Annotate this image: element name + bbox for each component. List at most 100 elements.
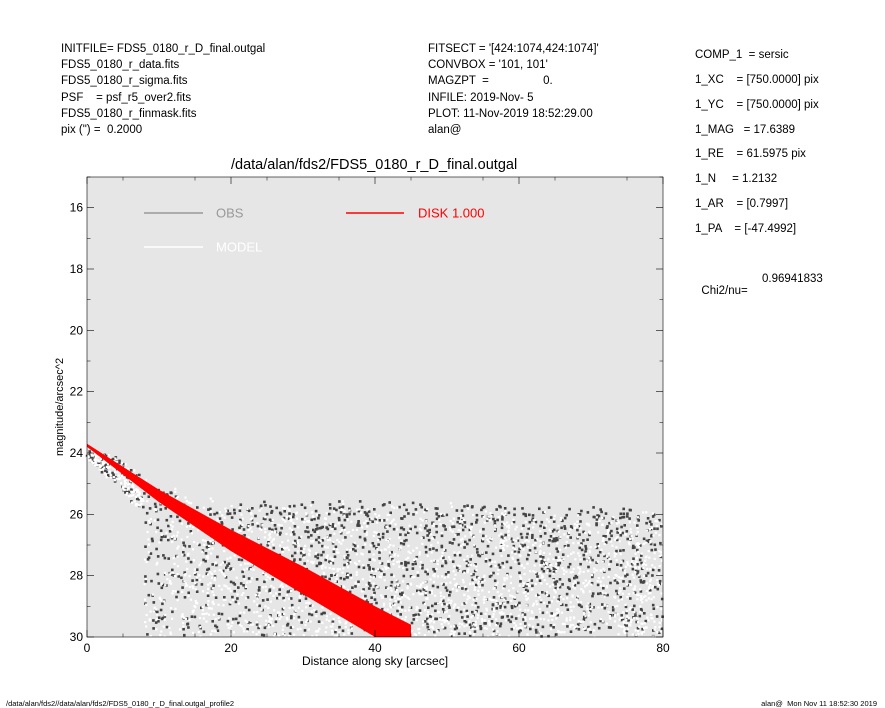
model-point <box>336 548 339 551</box>
model-point <box>660 551 663 554</box>
model-point <box>632 576 635 579</box>
model-point <box>506 574 509 577</box>
model-point <box>634 629 637 632</box>
obs-point <box>292 533 296 536</box>
model-point <box>207 573 210 576</box>
obs-point <box>491 603 495 607</box>
obs-point <box>501 518 504 521</box>
obs-point <box>161 602 164 606</box>
obs-point <box>457 533 460 536</box>
model-point <box>501 540 504 543</box>
model-point <box>351 528 354 532</box>
obs-point <box>524 513 527 516</box>
model-point <box>228 626 231 629</box>
obs-point <box>358 535 362 539</box>
model-point <box>577 542 580 545</box>
obs-point <box>626 515 629 518</box>
model-point <box>561 622 564 626</box>
model-point <box>311 511 314 514</box>
obs-point <box>475 583 478 587</box>
model-point <box>488 540 491 543</box>
model-point <box>548 605 551 608</box>
obs-point <box>273 524 277 527</box>
model-point <box>477 582 480 585</box>
obs-point <box>496 518 499 522</box>
obs-point <box>331 542 335 545</box>
model-point <box>408 609 411 612</box>
model-point <box>467 563 470 566</box>
model-point <box>199 626 202 629</box>
model-point <box>408 530 411 533</box>
model-point <box>587 614 590 617</box>
model-point <box>553 623 556 626</box>
obs-point <box>443 525 446 528</box>
model-point <box>202 506 205 509</box>
model-point <box>182 625 185 628</box>
model-point <box>489 512 492 515</box>
obs-point <box>344 536 347 539</box>
model-point <box>269 592 272 595</box>
obs-point <box>587 625 590 629</box>
obs-point <box>474 563 477 566</box>
model-point <box>613 538 617 541</box>
model-point <box>414 557 417 560</box>
model-point <box>249 568 252 571</box>
obs-point <box>501 522 504 526</box>
model-point <box>400 589 403 592</box>
model-point <box>569 528 572 531</box>
model-point <box>304 517 307 520</box>
obs-point <box>610 529 613 533</box>
obs-point <box>409 575 413 578</box>
model-point <box>617 599 620 602</box>
model-point <box>249 518 252 521</box>
model-point <box>145 560 148 563</box>
obs-point <box>543 532 547 535</box>
obs-point <box>321 544 324 548</box>
model-point <box>417 628 420 631</box>
model-point <box>97 459 100 462</box>
obs-point <box>447 618 450 621</box>
param-comp: COMP_1 = sersic <box>695 49 789 61</box>
obs-point <box>372 588 376 591</box>
model-point <box>166 578 169 581</box>
model-point <box>504 512 507 515</box>
obs-point <box>188 545 191 548</box>
model-point <box>165 573 168 576</box>
model-point <box>606 605 609 608</box>
model-point <box>272 543 275 546</box>
obs-point <box>420 505 423 509</box>
obs-point <box>315 528 318 531</box>
obs-point <box>552 570 556 574</box>
model-point <box>513 621 516 625</box>
obs-point <box>403 539 406 543</box>
obs-point <box>568 507 571 511</box>
model-point <box>500 593 503 596</box>
model-point <box>447 573 450 577</box>
model-point <box>416 571 419 574</box>
obs-point <box>633 591 637 594</box>
obs-point <box>322 550 325 554</box>
obs-point <box>416 589 419 593</box>
obs-point <box>215 563 218 567</box>
model-point <box>205 620 208 623</box>
model-point <box>293 617 296 620</box>
obs-point <box>298 558 302 561</box>
model-point <box>176 531 179 534</box>
y-tick-label: 24 <box>70 446 84 460</box>
model-point <box>227 587 230 590</box>
model-point <box>636 598 639 601</box>
model-point <box>124 463 127 466</box>
obs-point <box>527 527 530 530</box>
model-point <box>430 533 433 536</box>
model-point <box>119 477 122 480</box>
model-point <box>225 585 228 588</box>
obs-point <box>538 507 541 511</box>
model-point <box>171 592 174 595</box>
obs-point <box>436 585 440 589</box>
obs-point <box>428 548 432 551</box>
model-point <box>502 540 506 543</box>
obs-point <box>196 506 199 509</box>
obs-point <box>638 614 642 618</box>
model-point <box>186 584 189 587</box>
